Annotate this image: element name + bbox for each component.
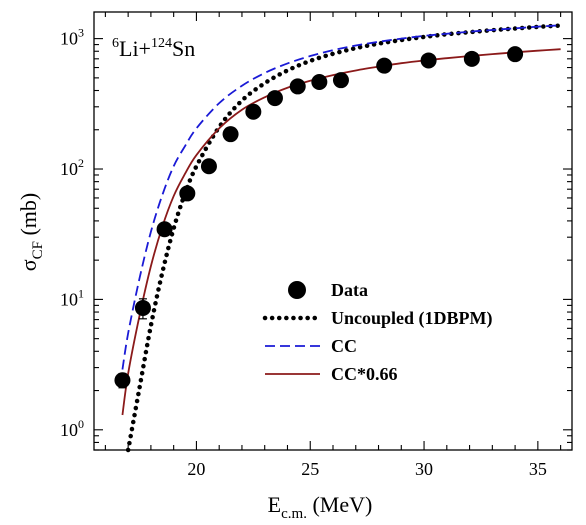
x-tick-label: 20 <box>187 459 205 479</box>
x-axis-label-sub: c.m. <box>281 506 307 522</box>
x-tick-label: 35 <box>529 459 547 479</box>
y-axis-label: σCF (mb) <box>16 193 46 271</box>
annotation-sup-2: 124 <box>151 36 172 51</box>
series-group <box>121 23 563 453</box>
data-point <box>266 90 283 107</box>
data-point <box>420 52 437 69</box>
x-tick-label: 25 <box>301 459 319 479</box>
reaction-annotation: 6Li+124Sn <box>112 36 195 61</box>
data-point <box>311 73 328 90</box>
y-tick-label: 101 <box>60 286 84 309</box>
data-point <box>507 46 524 63</box>
y-axis-label-unit: (mb) <box>16 193 41 241</box>
data-point <box>332 72 349 89</box>
legend-label-uncoupled: Uncoupled (1DBPM) <box>331 308 493 329</box>
y-tick-label: 103 <box>60 26 84 49</box>
y-axis-label-sub: CF <box>30 241 46 259</box>
data-point <box>289 78 306 95</box>
data-point <box>245 103 262 120</box>
legend-label-data: Data <box>331 280 368 300</box>
data-point <box>156 221 173 238</box>
y-axis-label-main: σ <box>16 259 41 271</box>
x-axis-label-unit: (MeV) <box>307 492 372 517</box>
data-point <box>376 57 393 74</box>
data-points <box>114 46 524 389</box>
legend-marker-data <box>288 281 306 299</box>
data-point <box>114 372 131 389</box>
y-tick-label: 100 <box>60 417 84 440</box>
data-point <box>200 158 217 175</box>
x-axis-label: Ec.m. (MeV) <box>268 492 373 522</box>
legend: Data Uncoupled (1DBPM) CC CC*0.66 <box>262 280 493 384</box>
data-point <box>463 50 480 67</box>
x-tick-label: 30 <box>415 459 433 479</box>
series-line-uncoupled-1dbpm <box>125 23 563 453</box>
annotation-base: Li+ <box>119 36 151 61</box>
annotation-sup-1: 6 <box>112 36 119 51</box>
annotation-tail: Sn <box>172 36 195 61</box>
data-point <box>134 299 151 316</box>
axis-tick-labels: 20 25 30 35 100 101 102 103 <box>60 26 547 479</box>
series-line-cc <box>121 24 561 370</box>
data-point <box>179 185 196 202</box>
series-line-cc-0-66 <box>121 48 561 416</box>
x-axis-label-main: E <box>268 492 281 517</box>
axis-ticks <box>94 12 572 451</box>
legend-label-cc-scaled: CC*0.66 <box>331 364 398 384</box>
y-tick-label: 102 <box>60 156 84 179</box>
data-point <box>222 126 239 143</box>
legend-label-cc: CC <box>331 336 357 356</box>
